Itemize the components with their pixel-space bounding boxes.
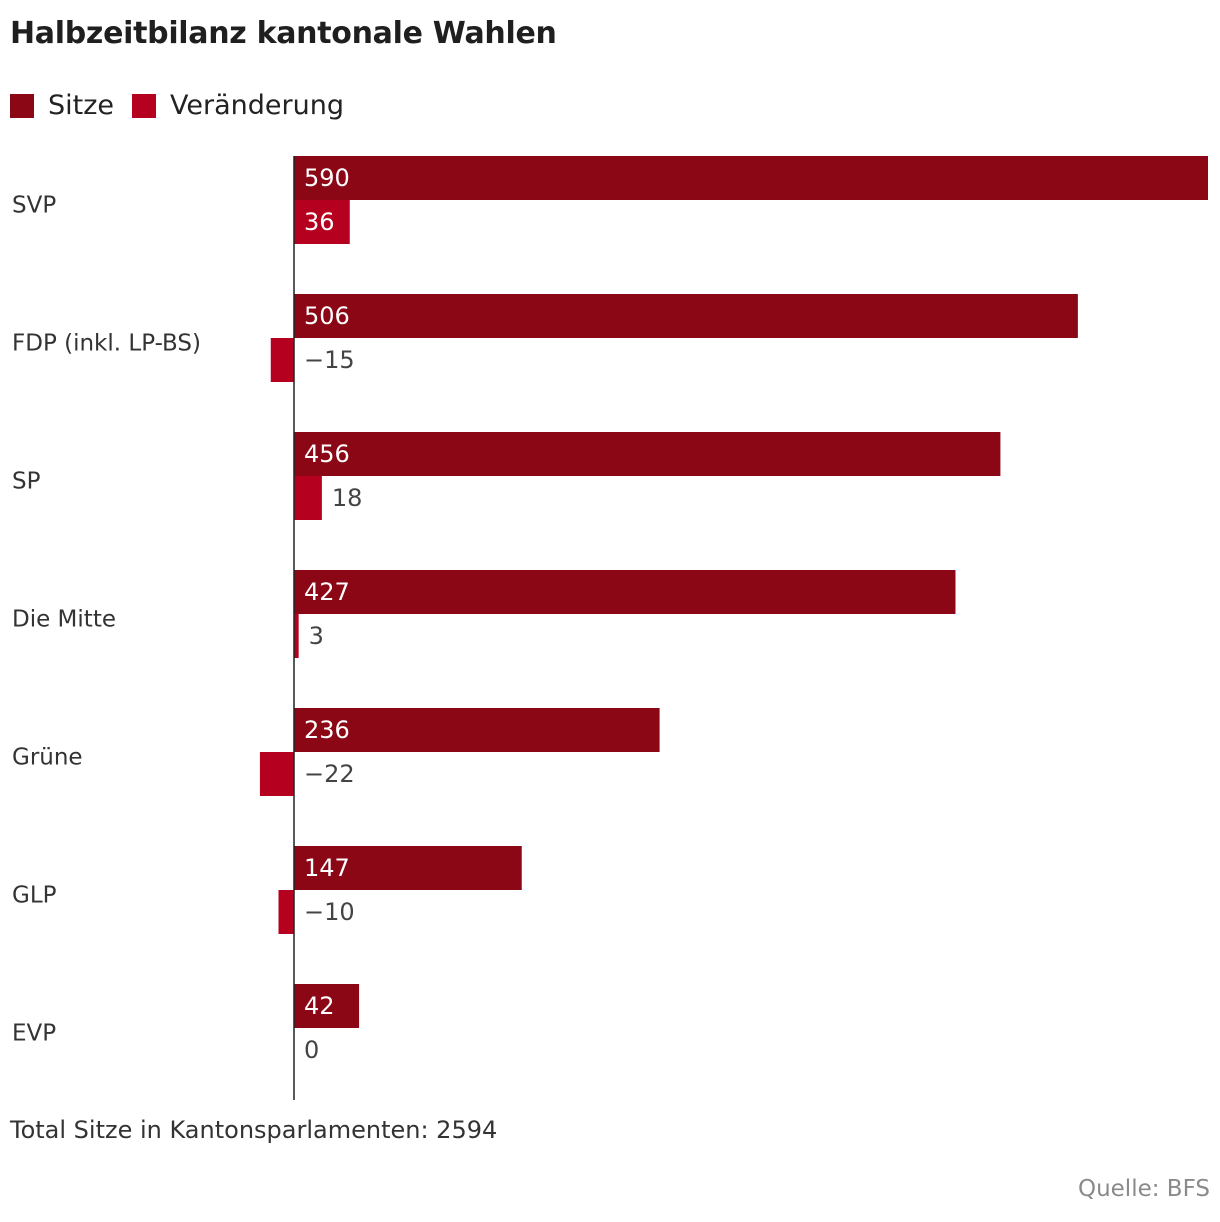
bar-veraenderung-svp [294, 200, 350, 244]
value-label-sitze-sp: 456 [304, 440, 350, 468]
legend-label-veraenderung: Veränderung [170, 90, 344, 121]
legend-item-sitze: Sitze [10, 90, 114, 121]
category-label-svp: SVP [12, 193, 56, 219]
value-label-sitze-fdp-inkl-lp-bs: 506 [304, 302, 350, 330]
chart-source: Quelle: BFS [1077, 1176, 1210, 1202]
category-label-gr-ne: Grüne [12, 745, 83, 771]
category-label-sp: SP [12, 469, 41, 495]
bar-sitze-evp [294, 984, 360, 1028]
legend-item-veraenderung: Veränderung [132, 90, 344, 121]
value-label-sitze-glp: 147 [304, 854, 350, 882]
bar-sitze-svp [294, 156, 1208, 200]
value-label-veraenderung-die-mitte: 3 [309, 622, 324, 650]
value-label-sitze-svp: 590 [304, 164, 350, 192]
value-label-veraenderung-fdp-inkl-lp-bs: −15 [304, 346, 355, 374]
legend-label-sitze: Sitze [48, 90, 115, 121]
value-label-veraenderung-evp: 0 [304, 1036, 319, 1064]
category-label-evp: EVP [12, 1021, 56, 1047]
value-label-sitze-evp: 42 [304, 992, 335, 1020]
bar-veraenderung-fdp-inkl-lp-bs [270, 338, 294, 382]
value-label-veraenderung-glp: −10 [304, 898, 355, 926]
bar-sitze-sp [294, 432, 1001, 476]
legend: Sitze Veränderung [10, 90, 362, 121]
bar-sitze-die-mitte [294, 570, 956, 614]
bar-sitze-fdp-inkl-lp-bs [294, 294, 1078, 338]
bar-veraenderung-gr-ne [259, 752, 294, 796]
legend-swatch-veraenderung [132, 93, 157, 118]
chart-title: Halbzeitbilanz kantonale Wahlen [10, 16, 557, 51]
bar-sitze-glp [294, 846, 522, 890]
value-label-sitze-gr-ne: 236 [304, 716, 350, 744]
chart-note: Total Sitze in Kantonsparlamenten: 2594 [10, 1116, 498, 1144]
value-label-veraenderung-svp: 36 [304, 208, 335, 236]
value-label-veraenderung-sp: 18 [332, 484, 363, 512]
value-label-veraenderung-gr-ne: −22 [304, 760, 355, 788]
category-label-die-mitte: Die Mitte [12, 607, 116, 633]
bar-veraenderung-glp [278, 890, 294, 934]
bar-veraenderung-die-mitte [294, 614, 299, 658]
category-label-fdp-inkl-lp-bs: FDP (inkl. LP-BS) [12, 331, 201, 357]
legend-swatch-sitze [10, 93, 34, 118]
category-label-glp: GLP [12, 883, 57, 909]
bar-sitze-gr-ne [294, 708, 660, 752]
bar-veraenderung-sp [294, 476, 322, 520]
value-label-sitze-die-mitte: 427 [304, 578, 350, 606]
